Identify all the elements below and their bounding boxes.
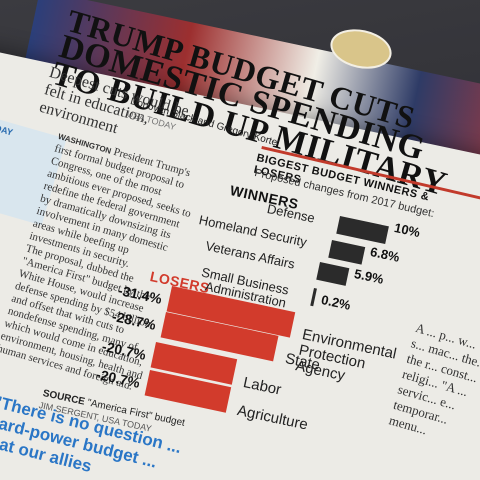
winner-bar (336, 216, 389, 244)
winner-bar (310, 288, 317, 306)
loser-value-label: -28.7% (111, 308, 158, 333)
loser-value-label: -31.4% (117, 282, 164, 307)
winner-value-label: 5.9% (352, 266, 384, 287)
winner-value-label: 6.8% (369, 244, 401, 265)
winner-value-label: 0.2% (320, 292, 352, 313)
winner-bar (316, 262, 349, 286)
loser-value-label: -20.7% (101, 338, 148, 363)
loser-value-label: -20.7% (95, 366, 142, 391)
winner-bar (328, 240, 365, 265)
winner-value-label: 10% (393, 220, 422, 240)
